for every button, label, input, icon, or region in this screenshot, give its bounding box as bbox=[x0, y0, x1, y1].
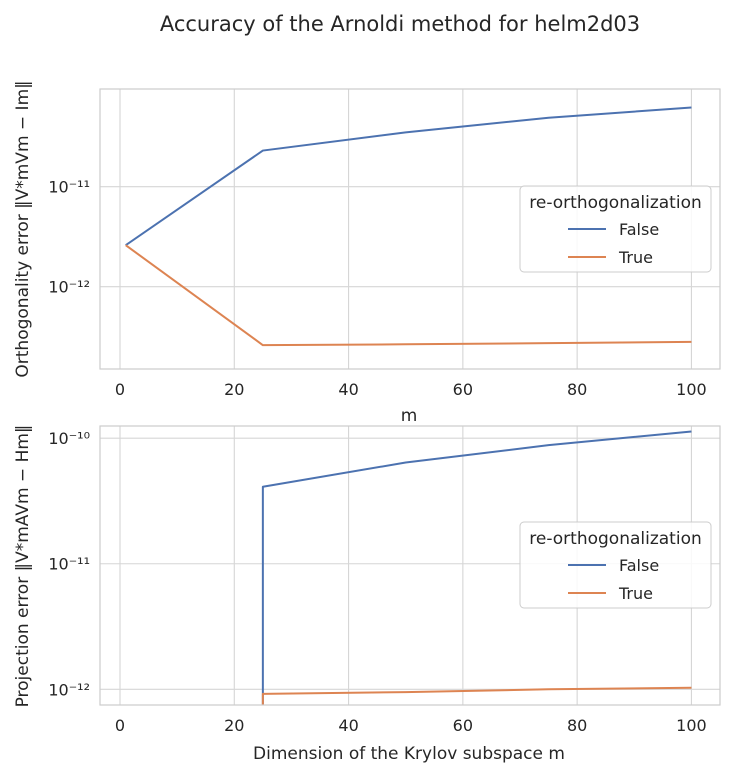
y-tick-label: 10⁻¹⁰ bbox=[48, 429, 90, 448]
axes-frame bbox=[99, 425, 721, 706]
legend-box bbox=[519, 521, 712, 609]
x-axis-label-bottom: Dimension of the Krylov subspace m bbox=[253, 744, 565, 764]
legend-title: re-orthogonalization bbox=[529, 193, 702, 213]
y-tick-label: 10⁻¹¹ bbox=[48, 555, 90, 574]
legend-label-false: False bbox=[619, 220, 659, 239]
legend-label-false: False bbox=[619, 556, 659, 575]
legend-title: re-orthogonalization bbox=[529, 529, 702, 549]
series-line-true bbox=[261, 686, 692, 705]
axes-frame bbox=[99, 88, 721, 370]
x-tick-label: 0 bbox=[115, 380, 125, 399]
axes-bottom: 0 20 40 60 80 100 10⁻¹⁰ 10⁻¹¹ 10⁻¹² re-orthogonal… bbox=[13, 425, 721, 764]
x-tick-label: 0 bbox=[115, 716, 125, 735]
x-tick-label: 80 bbox=[567, 380, 587, 399]
x-tick-label: 40 bbox=[338, 716, 358, 735]
x-tick-label: 60 bbox=[453, 716, 473, 735]
x-tick-label: 100 bbox=[676, 716, 707, 735]
figure-title: Accuracy of the Arnoldi method for helm2… bbox=[160, 12, 640, 36]
x-axis-label-top: m bbox=[401, 406, 418, 426]
x-tick-label: 20 bbox=[224, 716, 244, 735]
legend: re-orthogonalization False True bbox=[519, 185, 712, 273]
x-tick-label: 20 bbox=[224, 380, 244, 399]
legend: re-orthogonalization False True bbox=[519, 521, 712, 609]
legend-label-true: True bbox=[618, 248, 653, 267]
x-tick-label: 80 bbox=[567, 716, 587, 735]
series-line-false bbox=[261, 430, 692, 705]
y-tick-label: 10⁻¹¹ bbox=[48, 178, 90, 197]
legend-label-true: True bbox=[618, 584, 653, 603]
y-axis-label-top: Orthogonality error ‖V*mVm − Im‖ bbox=[13, 80, 33, 377]
y-tick-label: 10⁻¹² bbox=[48, 278, 90, 297]
series-line-false bbox=[125, 106, 692, 247]
x-tick-label: 60 bbox=[453, 380, 473, 399]
legend-box bbox=[519, 185, 712, 273]
y-tick-label: 10⁻¹² bbox=[48, 680, 90, 699]
x-tick-label: 40 bbox=[338, 380, 358, 399]
x-tick-label: 100 bbox=[676, 380, 707, 399]
axes-top: 0 20 40 60 80 100 10⁻¹¹ 10⁻¹² re-orthogonalizati… bbox=[13, 80, 721, 426]
y-axis-label-bottom: Projection error ‖V*mAVm − Hm‖ bbox=[13, 425, 33, 708]
series-line-true bbox=[125, 244, 692, 347]
